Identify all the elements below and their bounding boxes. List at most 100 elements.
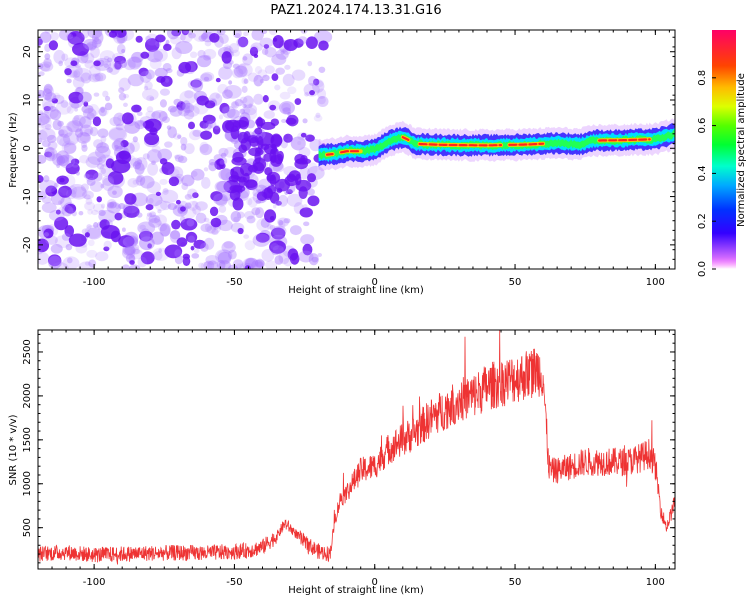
noise-blob (278, 219, 284, 226)
noise-blob (302, 118, 308, 124)
noise-blob (85, 169, 99, 181)
noise-blob-dense (254, 127, 263, 135)
noise-blob (158, 111, 168, 122)
noise-blob (157, 223, 168, 232)
noise-blob (174, 204, 178, 209)
noise-blob (259, 78, 265, 84)
noise-blob (297, 140, 302, 145)
noise-blob (287, 111, 291, 117)
noise-blob (82, 190, 94, 200)
noise-blob (231, 67, 244, 79)
noise-blob (269, 240, 287, 254)
noise-blob (86, 224, 92, 230)
noise-blob (123, 59, 136, 71)
noise-blob (182, 102, 193, 112)
noise-blob (78, 91, 92, 103)
noise-blob (130, 249, 144, 260)
noise-blob (167, 126, 177, 139)
noise-blob-dense (266, 171, 281, 184)
noise-blob (98, 107, 109, 117)
noise-blob (43, 175, 50, 183)
noise-blob-dense (236, 176, 247, 183)
noise-blob-dense (229, 185, 243, 192)
noise-blob (181, 102, 195, 114)
noise-blob (138, 67, 149, 77)
noise-blob (38, 38, 43, 46)
x-tick-label: 0 (372, 577, 378, 588)
noise-blob (176, 103, 185, 110)
noise-blob (57, 129, 69, 138)
noise-blob (71, 210, 77, 217)
noise-blob-dense (240, 137, 252, 151)
noise-blob (219, 160, 225, 165)
colorbar-gradient (712, 30, 736, 269)
noise-blob (42, 88, 53, 101)
x-tick-label: -100 (83, 577, 106, 588)
noise-blob (218, 66, 233, 80)
noise-blob (56, 163, 61, 168)
noise-blob-dense (232, 151, 244, 163)
noise-blob (236, 211, 245, 219)
noise-blob (96, 157, 103, 163)
noise-blob (168, 176, 180, 187)
noise-blob (242, 95, 254, 109)
noise-blob (228, 43, 240, 54)
noise-blob (60, 99, 69, 108)
noise-blob (93, 92, 100, 97)
noise-blob (253, 93, 264, 105)
noise-blob (43, 228, 54, 239)
noise-blob (71, 162, 79, 168)
noise-blob (230, 210, 242, 223)
colorbar: 0.0 0.2 0.4 0.6 0.8 Normalized spectral ampl… (697, 30, 747, 277)
noise-blob (189, 51, 198, 59)
noise-blob (106, 199, 117, 210)
noise-blob (87, 104, 100, 117)
noise-blob (84, 60, 95, 69)
noise-blob (131, 104, 142, 113)
noise-blob (236, 62, 253, 77)
noise-blob (108, 126, 126, 141)
noise-blob (96, 196, 102, 203)
noise-blob (190, 245, 195, 251)
noise-blob (151, 111, 162, 119)
y-tick-label: 0 (22, 145, 33, 151)
noise-blob (100, 225, 120, 239)
noise-blob (54, 216, 69, 231)
noise-blob (53, 49, 66, 64)
noise-blob (250, 259, 264, 269)
noise-blob (266, 224, 274, 230)
noise-blob (304, 92, 310, 97)
noise-blob (140, 251, 155, 265)
noise-blob (129, 264, 141, 269)
noise-blob (181, 182, 189, 191)
noise-blob (136, 120, 145, 127)
noise-blob (171, 219, 181, 230)
noise-blob (84, 128, 92, 135)
noise-blob (243, 78, 249, 84)
noise-blob (221, 51, 232, 64)
noise-blob (107, 201, 115, 209)
noise-blob (92, 203, 105, 213)
noise-blob (52, 153, 64, 166)
noise-blob (61, 204, 74, 217)
y-tick-label: 1000 (22, 471, 33, 496)
noise-blob (44, 53, 51, 60)
noise-blob (46, 134, 57, 143)
noise-blob (272, 204, 277, 209)
noise-blob (66, 105, 74, 114)
noise-blob (246, 215, 256, 224)
noise-blob (39, 61, 54, 72)
noise-blob (243, 31, 249, 37)
noise-blob (181, 30, 190, 36)
noise-blob (108, 30, 118, 38)
noise-blob (38, 129, 48, 143)
noise-blob (153, 251, 163, 261)
noise-blob (173, 133, 182, 140)
noise-blob (179, 90, 198, 105)
noise-blob (44, 123, 52, 131)
noise-blob (38, 36, 43, 47)
noise-blob (191, 78, 204, 92)
noise-blob (38, 190, 47, 200)
noise-blob (160, 200, 171, 211)
